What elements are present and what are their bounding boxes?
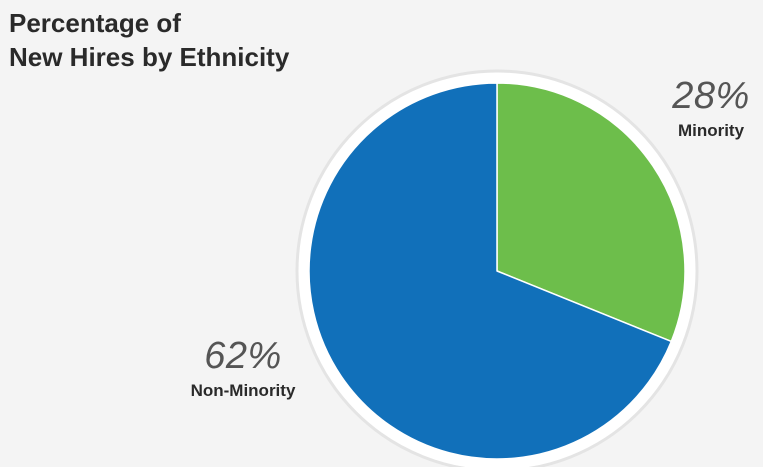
pie-slice-non-minority: [308, 82, 673, 460]
minority-name: Minority: [677, 121, 745, 140]
chart-title-line-1: Percentage of: [9, 8, 181, 38]
minority-percentage: 28%: [672, 75, 750, 117]
chart-title: Percentage of New Hires by Ethnicity: [9, 6, 289, 74]
chart-title-line-2: New Hires by Ethnicity: [9, 42, 290, 72]
non-minority-percentage: 62%: [204, 335, 282, 377]
minority-label: 28% Minority: [661, 76, 761, 142]
non-minority-name: Non-Minority: [190, 381, 296, 400]
pie-slice-minority: [496, 82, 686, 343]
pie-slices: [308, 82, 686, 460]
non-minority-label: 62% Non-Minority: [170, 336, 316, 402]
